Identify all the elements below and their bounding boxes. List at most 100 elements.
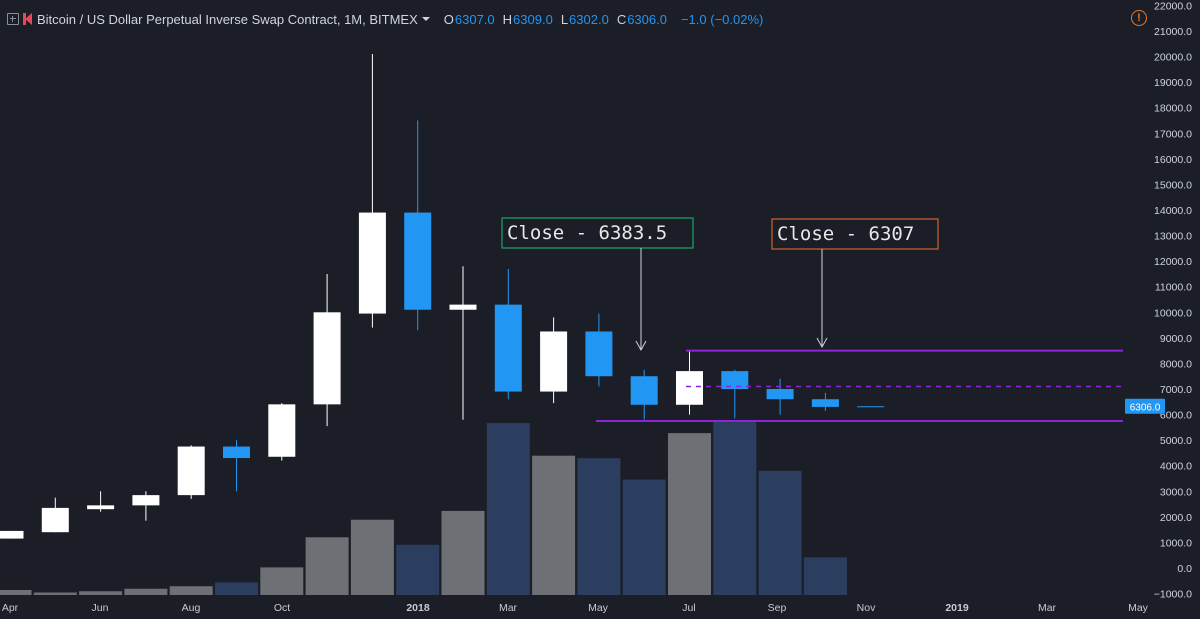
price-axis-tick: 20000.0 [1154,52,1192,64]
candle[interactable] [494,268,522,400]
price-axis-tick: 7000.0 [1160,384,1192,396]
annotation-green[interactable]: Close - 6383.5 [501,217,694,352]
price-axis-tick: 16000.0 [1154,154,1192,166]
volume-bar [124,588,168,595]
candle[interactable] [540,317,568,404]
candle-body [721,371,749,390]
low-label: L [560,11,569,27]
volume-bar [758,470,802,595]
time-axis-label: Mar [1038,602,1057,614]
time-axis-label: Sep [768,602,787,614]
price-axis-tick: 11000.0 [1155,282,1192,294]
candle[interactable] [766,378,794,415]
price-axis-tick: 10000.0 [1154,307,1192,319]
candle[interactable] [449,266,477,420]
candle[interactable] [268,403,296,461]
symbol-title[interactable]: Bitcoin / US Dollar Perpetual Inverse Sw… [37,11,418,27]
price-axis-tick: 21000.0 [1154,26,1192,38]
volume-bar [713,421,757,595]
candle-body [676,371,703,405]
candle-body [449,304,477,310]
annotation-orange[interactable]: Close - 6307 [771,218,939,349]
price-axis-tick: 13000.0 [1154,231,1192,243]
candle-body [540,331,568,392]
candle[interactable] [0,530,24,539]
candle[interactable] [358,54,386,328]
time-axis-label: May [588,602,609,614]
price-axis-tick: 18000.0 [1154,103,1192,115]
time-axis-label: Aug [182,602,201,614]
candle-body [358,212,386,314]
candle[interactable] [585,313,613,387]
volume-bar [803,557,847,595]
time-axis-label: Apr [2,602,19,614]
candle-body [132,495,160,506]
annotation-green-arrowhead [635,340,647,352]
low-value: 6302.0 [569,11,609,27]
candle[interactable] [721,369,749,419]
price-axis[interactable]: 22000.0 21000.0 20000.0 19000.0 18000.0 17000… [1154,0,1192,600]
collapse-legend-icon[interactable] [7,13,19,25]
volume-bar [350,519,394,595]
time-axis-label: Oct [274,602,290,614]
current-price-tag-bg [1125,398,1165,414]
price-axis-tick: −1000.0 [1154,589,1192,601]
time-axis-label: May [1128,602,1149,614]
volume-bar [79,591,123,595]
time-axis-label: Nov [857,602,876,614]
candle[interactable] [132,491,160,521]
candle[interactable] [223,440,250,492]
range-lines[interactable] [596,349,1123,422]
price-axis-tick: 8000.0 [1160,358,1192,370]
candle[interactable] [630,369,658,420]
annotation-orange-box[interactable] [771,218,939,250]
open-label: O [443,11,454,27]
flag-icon[interactable] [23,13,32,25]
candle[interactable] [676,350,703,415]
candle-body [0,530,24,539]
candle-body [177,446,205,496]
high-value: 6309.0 [513,11,553,27]
volume-bar [396,544,440,595]
volume-bar [33,592,77,595]
volume-bar [215,582,258,595]
candle-body [585,331,613,377]
time-axis[interactable]: Apr Jun Aug Oct 2018 Mar May Jul Sep Nov 2019 Mar Ma… [2,602,1149,614]
price-axis-tick: 5000.0 [1160,435,1192,447]
high-label: H [502,11,513,27]
volume-bar [260,567,304,595]
volume-bar [305,537,349,595]
candle[interactable] [811,392,839,411]
candle[interactable] [41,497,69,533]
candle[interactable] [313,273,341,427]
candle[interactable] [177,445,205,499]
candle-body [766,389,794,400]
volume-bar [622,479,666,595]
candle[interactable] [87,491,115,512]
change-value: −1.0 (−0.02%) [680,11,764,27]
price-axis-tick: 22000.0 [1154,0,1192,12]
volume-bar [668,433,711,595]
price-axis-tick: 14000.0 [1154,205,1192,217]
volume-bars [0,421,847,595]
candle[interactable] [404,120,432,331]
price-axis-tick: 6000.0 [1160,410,1192,422]
time-axis-label: Jun [92,602,109,614]
time-axis-label: 2019 [945,602,969,614]
candles[interactable] [0,54,885,539]
price-axis-tick: 2000.0 [1160,512,1192,524]
price-axis-tick: 0.0 [1177,563,1192,575]
candle-body [223,446,250,459]
open-value: 6307.0 [454,11,495,27]
alert-icon[interactable]: ! [1131,10,1147,26]
close-value: 6306.0 [627,11,667,27]
annotation-green-box[interactable] [501,217,694,249]
chevron-down-icon[interactable] [421,17,430,21]
annotations[interactable]: Close - 6383.5 Close - 6307 [501,217,939,352]
candle-body [811,399,839,407]
volume-bar [0,589,32,595]
price-axis-tick: 19000.0 [1154,77,1192,89]
price-axis-tick: 15000.0 [1154,179,1192,191]
